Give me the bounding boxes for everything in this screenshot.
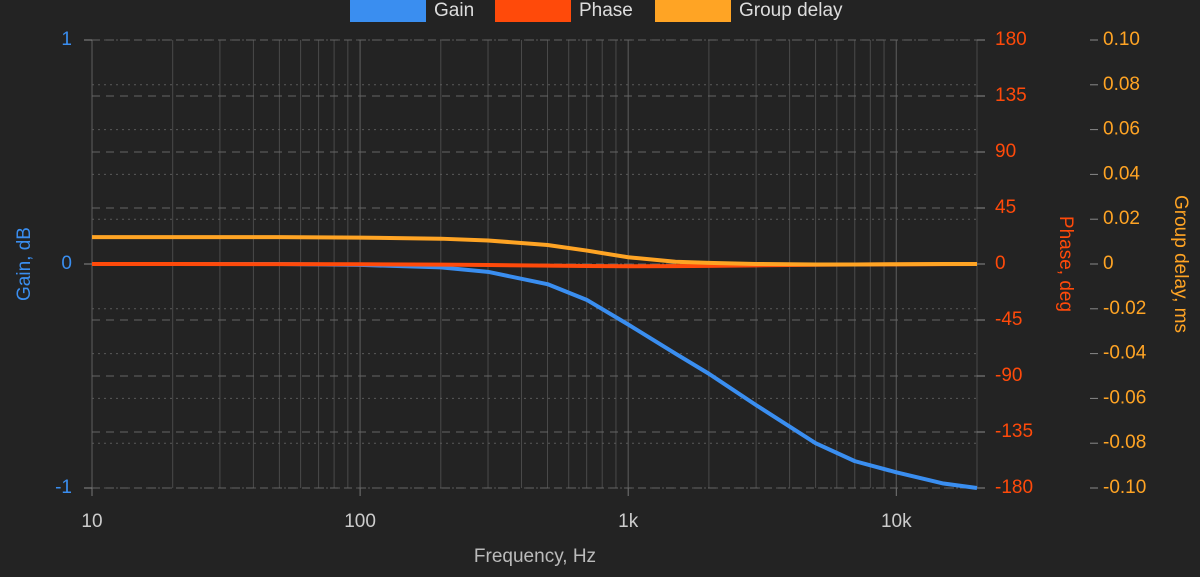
y3-tick-label: 0.10 bbox=[1103, 29, 1140, 50]
y3-tick-label: 0.06 bbox=[1103, 119, 1140, 140]
y3-tick-label: 0.08 bbox=[1103, 74, 1140, 95]
y3-tick-label: 0 bbox=[1103, 253, 1114, 274]
y2-tick-label: 90 bbox=[995, 141, 1016, 162]
legend-swatch bbox=[350, 0, 426, 22]
y3-tick-label: 0.04 bbox=[1103, 163, 1140, 184]
y2-tick-label: 0 bbox=[995, 253, 1006, 274]
x-tick-label: 10 bbox=[81, 511, 102, 532]
y-tick-label: -1 bbox=[55, 477, 72, 498]
series-line bbox=[92, 235, 977, 267]
y3-tick-label: -0.02 bbox=[1103, 298, 1146, 319]
legend-label: Phase bbox=[579, 0, 633, 21]
y2-tick-label: 180 bbox=[995, 29, 1027, 50]
y3-axis-label: Group delay, ms bbox=[1170, 195, 1191, 333]
y3-tick-label: -0.08 bbox=[1103, 432, 1146, 453]
y3-tick-label: 0.02 bbox=[1103, 208, 1140, 229]
y2-tick-label: -90 bbox=[995, 365, 1022, 386]
y3-tick-label: -0.06 bbox=[1103, 387, 1146, 408]
y3-tick-label: -0.10 bbox=[1103, 477, 1146, 498]
y2-axis-label: Phase, deg bbox=[1055, 216, 1076, 312]
y2-tick-label: -180 bbox=[995, 477, 1033, 498]
y-tick-label: 1 bbox=[61, 29, 72, 50]
y2-tick-label: 45 bbox=[995, 197, 1016, 218]
legend-swatch bbox=[655, 0, 731, 22]
y3-tick-label: -0.04 bbox=[1103, 343, 1147, 364]
x-tick-label: 10k bbox=[881, 511, 912, 532]
y2-tick-label: -45 bbox=[995, 309, 1022, 330]
legend-label: Group delay bbox=[739, 0, 843, 21]
legend-label: Gain bbox=[434, 0, 474, 21]
x-tick-label: 100 bbox=[344, 511, 376, 532]
y2-tick-label: -135 bbox=[995, 421, 1033, 442]
y2-tick-label: 135 bbox=[995, 85, 1027, 106]
legend-swatch bbox=[495, 0, 571, 22]
x-axis-label: Frequency, Hz bbox=[474, 546, 596, 567]
y-tick-label: 0 bbox=[61, 253, 72, 274]
x-tick-label: 1k bbox=[618, 511, 639, 532]
y-axis-label: Gain, dB bbox=[14, 227, 35, 301]
